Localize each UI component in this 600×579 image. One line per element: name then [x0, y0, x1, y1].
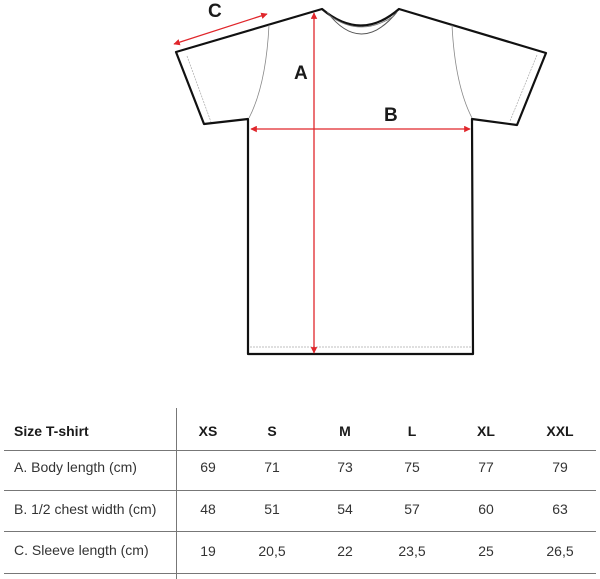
table-cell: 73 [337, 459, 353, 475]
row-label: C. Sleeve length (cm) [14, 542, 149, 558]
row-label: B. 1/2 chest width (cm) [14, 501, 157, 517]
table-cell: 20,5 [258, 543, 286, 559]
left-sleeve-seam [248, 24, 270, 119]
right-sleeve-seam [451, 24, 473, 119]
table-cell: 51 [264, 501, 280, 517]
row-divider [4, 490, 596, 491]
size-l: L [407, 423, 417, 439]
tshirt-diagram [173, 7, 548, 356]
collar-inner [326, 11, 398, 35]
table-cell: 63 [552, 501, 568, 517]
header-label: Size T-shirt [14, 423, 89, 439]
table-cell: 57 [404, 501, 420, 517]
table-cell: 19 [200, 543, 216, 559]
table-cell: 69 [200, 459, 216, 475]
table-cell: 75 [404, 459, 420, 475]
left-cuff-stitch [186, 55, 212, 123]
column-divider [176, 408, 177, 579]
table-cell: 77 [478, 459, 494, 475]
tshirt-outline [174, 7, 548, 356]
table-cell: 54 [337, 501, 353, 517]
row-divider [4, 450, 596, 451]
row-label: A. Body length (cm) [14, 459, 137, 475]
size-xs: XS [198, 423, 218, 439]
label-b: B [384, 105, 398, 126]
table-cell: 79 [552, 459, 568, 475]
label-a: A [294, 63, 308, 84]
table-cell: 22 [337, 543, 353, 559]
size-s: S [267, 423, 277, 439]
table-cell: 48 [200, 501, 216, 517]
arrow-c-sleeve-length [173, 12, 268, 46]
row-divider [4, 531, 596, 532]
size-m: M [339, 423, 351, 439]
collar-band [329, 15, 395, 28]
size-xxl: XXL [546, 423, 574, 439]
size-xl: XL [477, 423, 495, 439]
table-cell: 26,5 [546, 543, 574, 559]
table-cell: 23,5 [398, 543, 426, 559]
row-divider [4, 573, 596, 574]
table-cell: 71 [264, 459, 280, 475]
label-c: C [208, 1, 222, 22]
table-cell: 25 [478, 543, 494, 559]
table-cell: 60 [478, 501, 494, 517]
